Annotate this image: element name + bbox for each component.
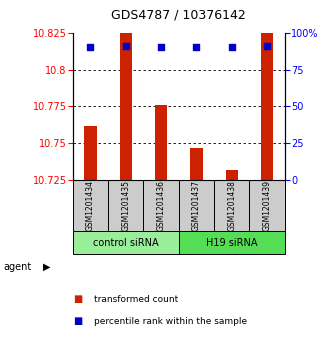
Point [123,43,128,49]
Bar [73,180,108,231]
Text: agent: agent [3,262,31,272]
Text: transformed count: transformed count [94,295,179,304]
Text: ■: ■ [73,294,82,305]
Point [264,43,270,49]
Bar [179,231,285,254]
Point [229,45,234,50]
Text: GDS4787 / 10376142: GDS4787 / 10376142 [111,9,246,22]
Bar [190,148,203,180]
Text: GSM1201435: GSM1201435 [121,180,130,231]
Point [194,45,199,50]
Text: ■: ■ [73,316,82,326]
Bar [261,33,273,180]
Text: GSM1201437: GSM1201437 [192,180,201,231]
Bar [108,180,143,231]
Bar [73,231,179,254]
Bar [179,180,214,231]
Text: percentile rank within the sample: percentile rank within the sample [94,317,248,326]
Bar [225,170,238,180]
Text: control siRNA: control siRNA [93,237,159,248]
Text: GSM1201434: GSM1201434 [86,180,95,231]
Bar [143,180,179,231]
Bar [214,180,249,231]
Point [88,45,93,50]
Text: ▶: ▶ [43,262,51,272]
Point [159,45,164,50]
Text: H19 siRNA: H19 siRNA [206,237,258,248]
Bar [84,126,97,180]
Bar [119,33,132,180]
Bar [249,180,285,231]
Text: GSM1201436: GSM1201436 [157,180,166,231]
Text: GSM1201439: GSM1201439 [262,180,271,231]
Bar [155,105,167,180]
Text: GSM1201438: GSM1201438 [227,180,236,231]
